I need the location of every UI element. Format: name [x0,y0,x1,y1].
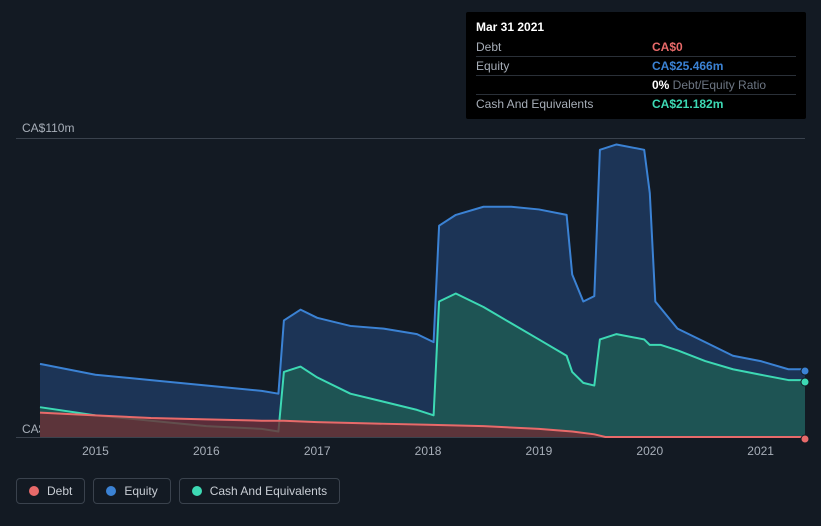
tooltip-table: DebtCA$0EquityCA$25.466m0% Debt/Equity R… [476,38,796,113]
tooltip-row-value: 0% Debt/Equity Ratio [652,76,796,95]
tooltip-row-value: CA$0 [652,38,796,57]
tooltip-row-label: Equity [476,57,652,76]
x-tick-label: 2016 [193,444,220,458]
tooltip-row-label: Debt [476,38,652,57]
x-tick-label: 2018 [415,444,442,458]
series-end-marker-cash [801,377,810,386]
tooltip-row-label: Cash And Equivalents [476,95,652,114]
legend-dot-icon [106,486,116,496]
tooltip-row: 0% Debt/Equity Ratio [476,76,796,95]
y-axis-max-label: CA$110m [22,121,74,135]
plot-svg [40,139,805,437]
tooltip-date: Mar 31 2021 [476,18,796,38]
tooltip-row-value: CA$25.466m [652,57,796,76]
x-tick-label: 2019 [526,444,553,458]
x-tick-label: 2017 [304,444,331,458]
chart-tooltip: Mar 31 2021 DebtCA$0EquityCA$25.466m0% D… [466,12,806,119]
tooltip-row: Cash And EquivalentsCA$21.182m [476,95,796,114]
legend-label: Cash And Equivalents [210,484,327,498]
legend: Debt Equity Cash And Equivalents [16,478,340,504]
tooltip-row: EquityCA$25.466m [476,57,796,76]
tooltip-row: DebtCA$0 [476,38,796,57]
tooltip-row-value: CA$21.182m [652,95,796,114]
legend-label: Equity [124,484,157,498]
legend-label: Debt [47,484,72,498]
series-end-marker-equity [801,366,810,375]
tooltip-row-label [476,76,652,95]
debt-equity-history-chart: Mar 31 2021 DebtCA$0EquityCA$25.466m0% D… [0,0,821,526]
legend-item-debt[interactable]: Debt [16,478,85,504]
legend-item-equity[interactable]: Equity [93,478,170,504]
legend-item-cash[interactable]: Cash And Equivalents [179,478,340,504]
legend-dot-icon [192,486,202,496]
x-tick-label: 2015 [82,444,109,458]
x-tick-label: 2021 [747,444,774,458]
x-axis-ticks: 2015 2016 2017 2018 2019 2020 2021 [40,444,805,462]
plot-region[interactable] [16,138,805,438]
x-tick-label: 2020 [636,444,663,458]
legend-dot-icon [29,486,39,496]
series-end-marker-debt [801,435,810,444]
